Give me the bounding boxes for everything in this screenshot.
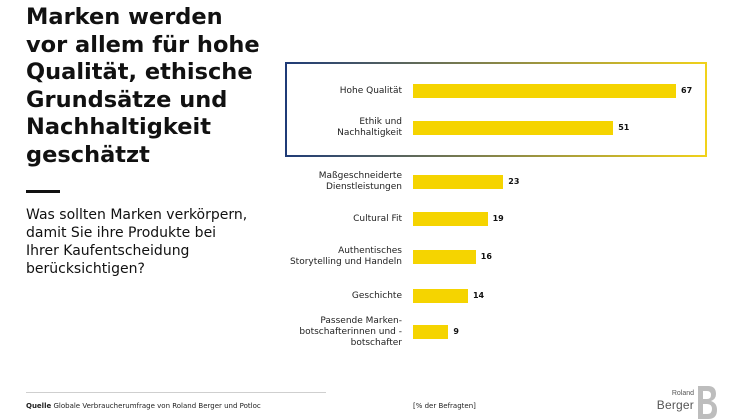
divider <box>26 190 60 193</box>
category-label: Geschichte <box>351 290 402 301</box>
bar <box>413 289 468 303</box>
category-label: Maßgeschneiderte Dienstleistungen <box>318 171 402 192</box>
bar <box>413 325 449 339</box>
highlight-box-top-edge <box>285 62 707 64</box>
value-label: 19 <box>492 214 504 223</box>
value-label: 14 <box>472 291 485 300</box>
footer-rule <box>26 392 326 393</box>
logo-small-text: Roland <box>671 390 694 397</box>
source-note: Quelle Globale Verbraucherumfrage von Ro… <box>26 402 261 410</box>
category-label: Ethik und Nachhaltigkeit <box>337 117 402 138</box>
category-label: Authentisches Storytelling und Handeln <box>289 246 402 267</box>
logo-big-text: Berger <box>656 398 694 412</box>
roland-berger-logo: Roland Berger <box>654 386 724 419</box>
bar <box>413 250 476 264</box>
logo-b-mark-icon <box>698 386 717 419</box>
value-label: 16 <box>480 252 492 261</box>
source-text: Globale Verbraucherumfrage von Roland Be… <box>53 402 261 410</box>
headline: Marken werden vor allem für hohe Qualitä… <box>26 4 260 168</box>
bar <box>413 84 676 98</box>
survey-question: Was sollten Marken verkörpern, damit Sie… <box>26 207 248 277</box>
bar <box>413 212 488 226</box>
value-label: 23 <box>508 177 520 186</box>
category-label: Passende Marken- botschafterinnen und - … <box>299 315 402 348</box>
highlight-box <box>285 62 707 157</box>
category-label: Hohe Qualität <box>339 85 402 96</box>
value-label: 9 <box>453 327 459 336</box>
value-label: 67 <box>681 86 693 95</box>
highlight-box-bottom-edge <box>285 155 707 157</box>
unit-label: [% der Befragten] <box>413 402 476 410</box>
category-label: Cultural Fit <box>353 213 402 224</box>
source-label: Quelle <box>26 402 52 410</box>
bar <box>413 121 614 135</box>
value-label: 51 <box>618 123 630 132</box>
bar <box>413 175 504 189</box>
